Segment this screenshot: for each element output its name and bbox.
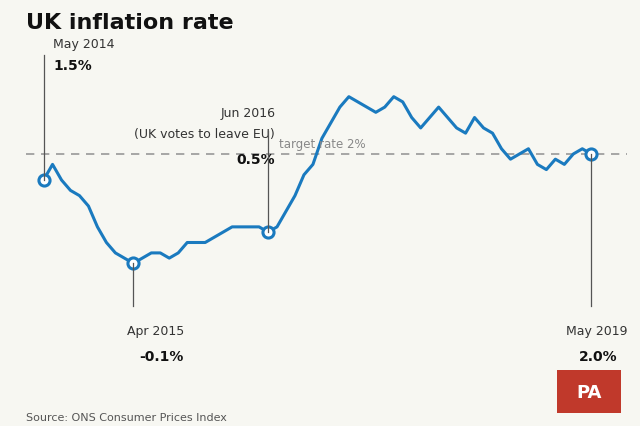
Text: May 2014: May 2014: [53, 38, 115, 51]
Text: UK inflation rate: UK inflation rate: [26, 13, 233, 33]
Text: (UK votes to leave EU): (UK votes to leave EU): [134, 128, 275, 141]
Text: May 2019: May 2019: [566, 324, 627, 337]
Text: 2.0%: 2.0%: [579, 349, 617, 363]
Text: Jun 2016: Jun 2016: [220, 106, 275, 119]
Text: 0.5%: 0.5%: [237, 152, 275, 166]
Text: 1.5%: 1.5%: [53, 58, 92, 72]
Text: target rate 2%: target rate 2%: [278, 138, 365, 150]
Text: PA: PA: [576, 383, 602, 401]
Text: Source: ONS Consumer Prices Index: Source: ONS Consumer Prices Index: [26, 412, 227, 422]
Text: Apr 2015: Apr 2015: [127, 324, 184, 337]
Text: -0.1%: -0.1%: [140, 349, 184, 363]
